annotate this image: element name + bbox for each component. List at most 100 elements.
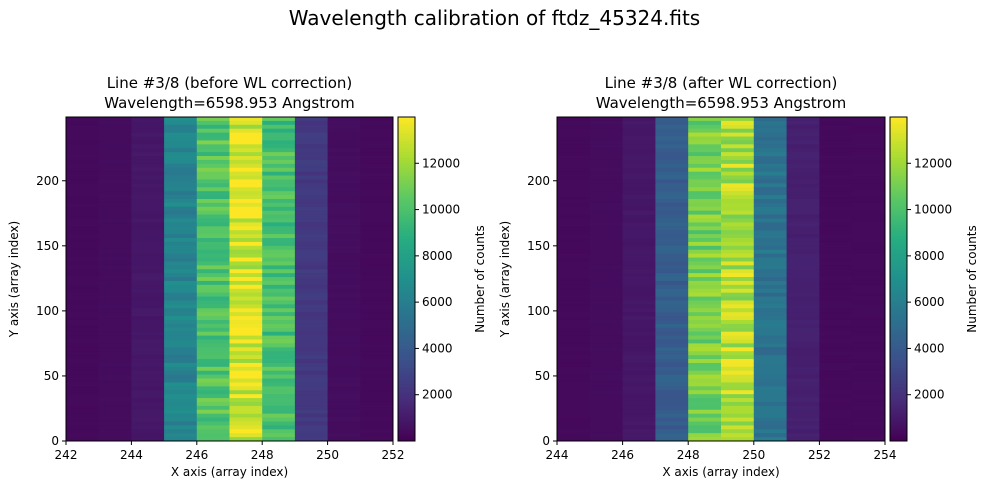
heatmap-cell: [753, 288, 787, 294]
heatmap-cell: [327, 409, 361, 415]
heatmap-column-246: [622, 117, 656, 442]
colorbar-segment: [398, 219, 415, 223]
heatmap-cell: [196, 386, 230, 391]
heatmap-cell: [229, 288, 263, 294]
heatmap-cell: [327, 425, 361, 430]
heatmap-cell: [327, 312, 361, 317]
heatmap-cell: [655, 409, 689, 415]
heatmap-cell: [327, 323, 361, 329]
heatmap-cell: [786, 370, 820, 376]
heatmap-cell: [819, 238, 853, 243]
heatmap-cell: [688, 195, 722, 200]
heatmap-cell: [196, 230, 230, 235]
heatmap-cell: [327, 331, 361, 336]
heatmap-cell: [196, 179, 230, 184]
heatmap-cell: [66, 323, 100, 329]
heatmap-cell: [196, 437, 230, 442]
heatmap-cell: [327, 355, 361, 360]
heatmap-cell: [262, 198, 296, 204]
heatmap-cell: [622, 253, 656, 258]
heatmap-cell: [721, 347, 755, 352]
colorbar-segment: [890, 397, 907, 401]
colorbar-segment: [398, 354, 415, 358]
heatmap-cell: [753, 339, 787, 344]
heatmap-cell: [327, 124, 361, 130]
colorbar-segment: [890, 211, 907, 215]
heatmap-cell: [66, 167, 100, 173]
heatmap-cell: [262, 327, 296, 333]
heatmap-cell: [688, 304, 722, 309]
heatmap-cell: [557, 316, 591, 321]
colorbar-segment: [398, 405, 415, 410]
heatmap-cell: [360, 230, 394, 235]
heatmap-cell: [655, 405, 689, 411]
heatmap-cell: [262, 386, 296, 391]
heatmap-cell: [786, 175, 820, 180]
heatmap-cell: [655, 257, 689, 262]
heatmap-cell: [557, 206, 591, 212]
heatmap-cell: [655, 198, 689, 204]
colorbar-segment: [398, 152, 415, 156]
heatmap-cell: [327, 214, 361, 219]
heatmap-cell: [262, 277, 296, 282]
heatmap-cell: [819, 323, 853, 329]
heatmap-cell: [721, 257, 755, 262]
colorbar-segment: [398, 333, 415, 337]
heatmap-cell: [294, 374, 328, 379]
heatmap-cell: [557, 128, 591, 134]
heatmap-cell: [786, 202, 820, 208]
heatmap-cell: [819, 120, 853, 126]
heatmap-cell: [229, 409, 263, 415]
heatmap-cell: [294, 319, 328, 325]
heatmap-cell: [819, 261, 853, 266]
heatmap-cell: [164, 343, 198, 348]
heatmap-cell: [360, 370, 394, 376]
heatmap-cell: [66, 425, 100, 430]
heatmap-cell: [164, 144, 198, 149]
heatmap-cell: [622, 241, 656, 247]
heatmap-cell: [327, 366, 361, 372]
heatmap-cell: [262, 304, 296, 309]
heatmap-cell: [327, 159, 361, 165]
heatmap-cell: [327, 433, 361, 438]
colorbar-segment: [890, 176, 907, 180]
heatmap-cell: [655, 308, 689, 313]
heatmap-cell: [721, 179, 755, 184]
heatmap-cell: [294, 128, 328, 134]
heatmap-cell: [164, 398, 198, 403]
heatmap-cell: [98, 159, 132, 165]
heatmap-cell: [196, 152, 230, 157]
heatmap-cell: [262, 191, 296, 196]
heatmap-cell: [262, 316, 296, 321]
heatmap-cell: [229, 304, 263, 309]
heatmap-cell: [66, 128, 100, 134]
heatmap-cell: [164, 163, 198, 169]
heatmap-cell: [622, 120, 656, 126]
heatmap-cell: [327, 390, 361, 395]
heatmap-cell: [360, 206, 394, 212]
colorbar-segment: [398, 300, 415, 304]
x-axis-label: X axis (array index): [171, 465, 288, 479]
colorbar-segment: [890, 168, 907, 172]
heatmap-cell: [655, 265, 689, 270]
heatmap-cell: [688, 238, 722, 243]
heatmap-cell: [131, 386, 165, 391]
heatmap-cell: [852, 159, 886, 165]
heatmap-cell: [229, 206, 263, 212]
heatmap-cell: [131, 195, 165, 200]
heatmap-cell: [589, 437, 623, 442]
heatmap-cell: [196, 261, 230, 266]
heatmap-cell: [688, 234, 722, 239]
heatmap-cell: [294, 245, 328, 251]
heatmap-cell: [164, 292, 198, 297]
heatmap-cell: [196, 343, 230, 348]
heatmap-cell: [688, 222, 722, 227]
heatmap-column-249: [294, 117, 328, 442]
heatmap-cell: [852, 351, 886, 356]
heatmap-cell: [262, 382, 296, 387]
heatmap-cell: [66, 171, 100, 176]
heatmap-cell: [360, 214, 394, 219]
heatmap-cell: [229, 249, 263, 255]
heatmap-cell: [557, 409, 591, 415]
heatmap-cell: [753, 331, 787, 336]
